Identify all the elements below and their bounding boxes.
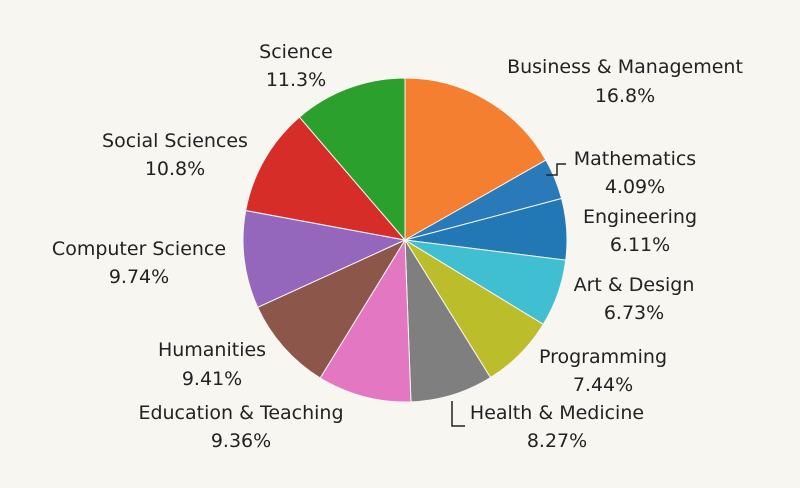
slice-labels: Business & Management 16.8% Mathematics 4.0… [52,41,743,452]
pie-slices [242,77,568,403]
slice-label: Health & Medicine [470,402,644,424]
slice-value-label: 4.09% [605,176,665,198]
slice-value-label: 9.36% [211,430,271,452]
slice-label: Business & Management [507,56,743,78]
slice-value-label: 9.74% [109,266,169,288]
pie-slice-science[interactable] [298,77,406,242]
leader-line [546,163,566,176]
slice-label: Science [259,41,333,63]
pie-slice-business-management[interactable] [404,77,547,241]
slice-value-label: 7.44% [573,374,633,396]
pie-slice-social-sciences[interactable] [245,116,407,241]
slice-label: Computer Science [52,238,226,260]
slice-label: Mathematics [574,148,696,170]
leader-line [451,401,465,427]
slice-value-label: 16.8% [595,85,655,107]
slice-label: Art & Design [574,274,695,296]
pie-slice-computer-science[interactable] [242,209,407,309]
pie-slice-humanities[interactable] [256,238,407,379]
slice-value-label: 6.73% [604,302,664,324]
slice-value-label: 8.27% [527,430,587,452]
slice-label: Engineering [583,206,697,228]
slice-value-label: 11.3% [266,69,326,91]
slice-label: Programming [539,346,667,368]
slice-value-label: 9.41% [182,368,242,390]
slice-label: Humanities [158,339,266,361]
leader-lines [451,163,566,427]
pie-slice-education-teaching[interactable] [319,238,412,403]
slice-label: Social Sciences [102,130,248,152]
slice-label: Education & Teaching [138,402,343,424]
slice-value-label: 10.8% [145,158,205,180]
slice-value-label: 6.11% [610,234,670,256]
